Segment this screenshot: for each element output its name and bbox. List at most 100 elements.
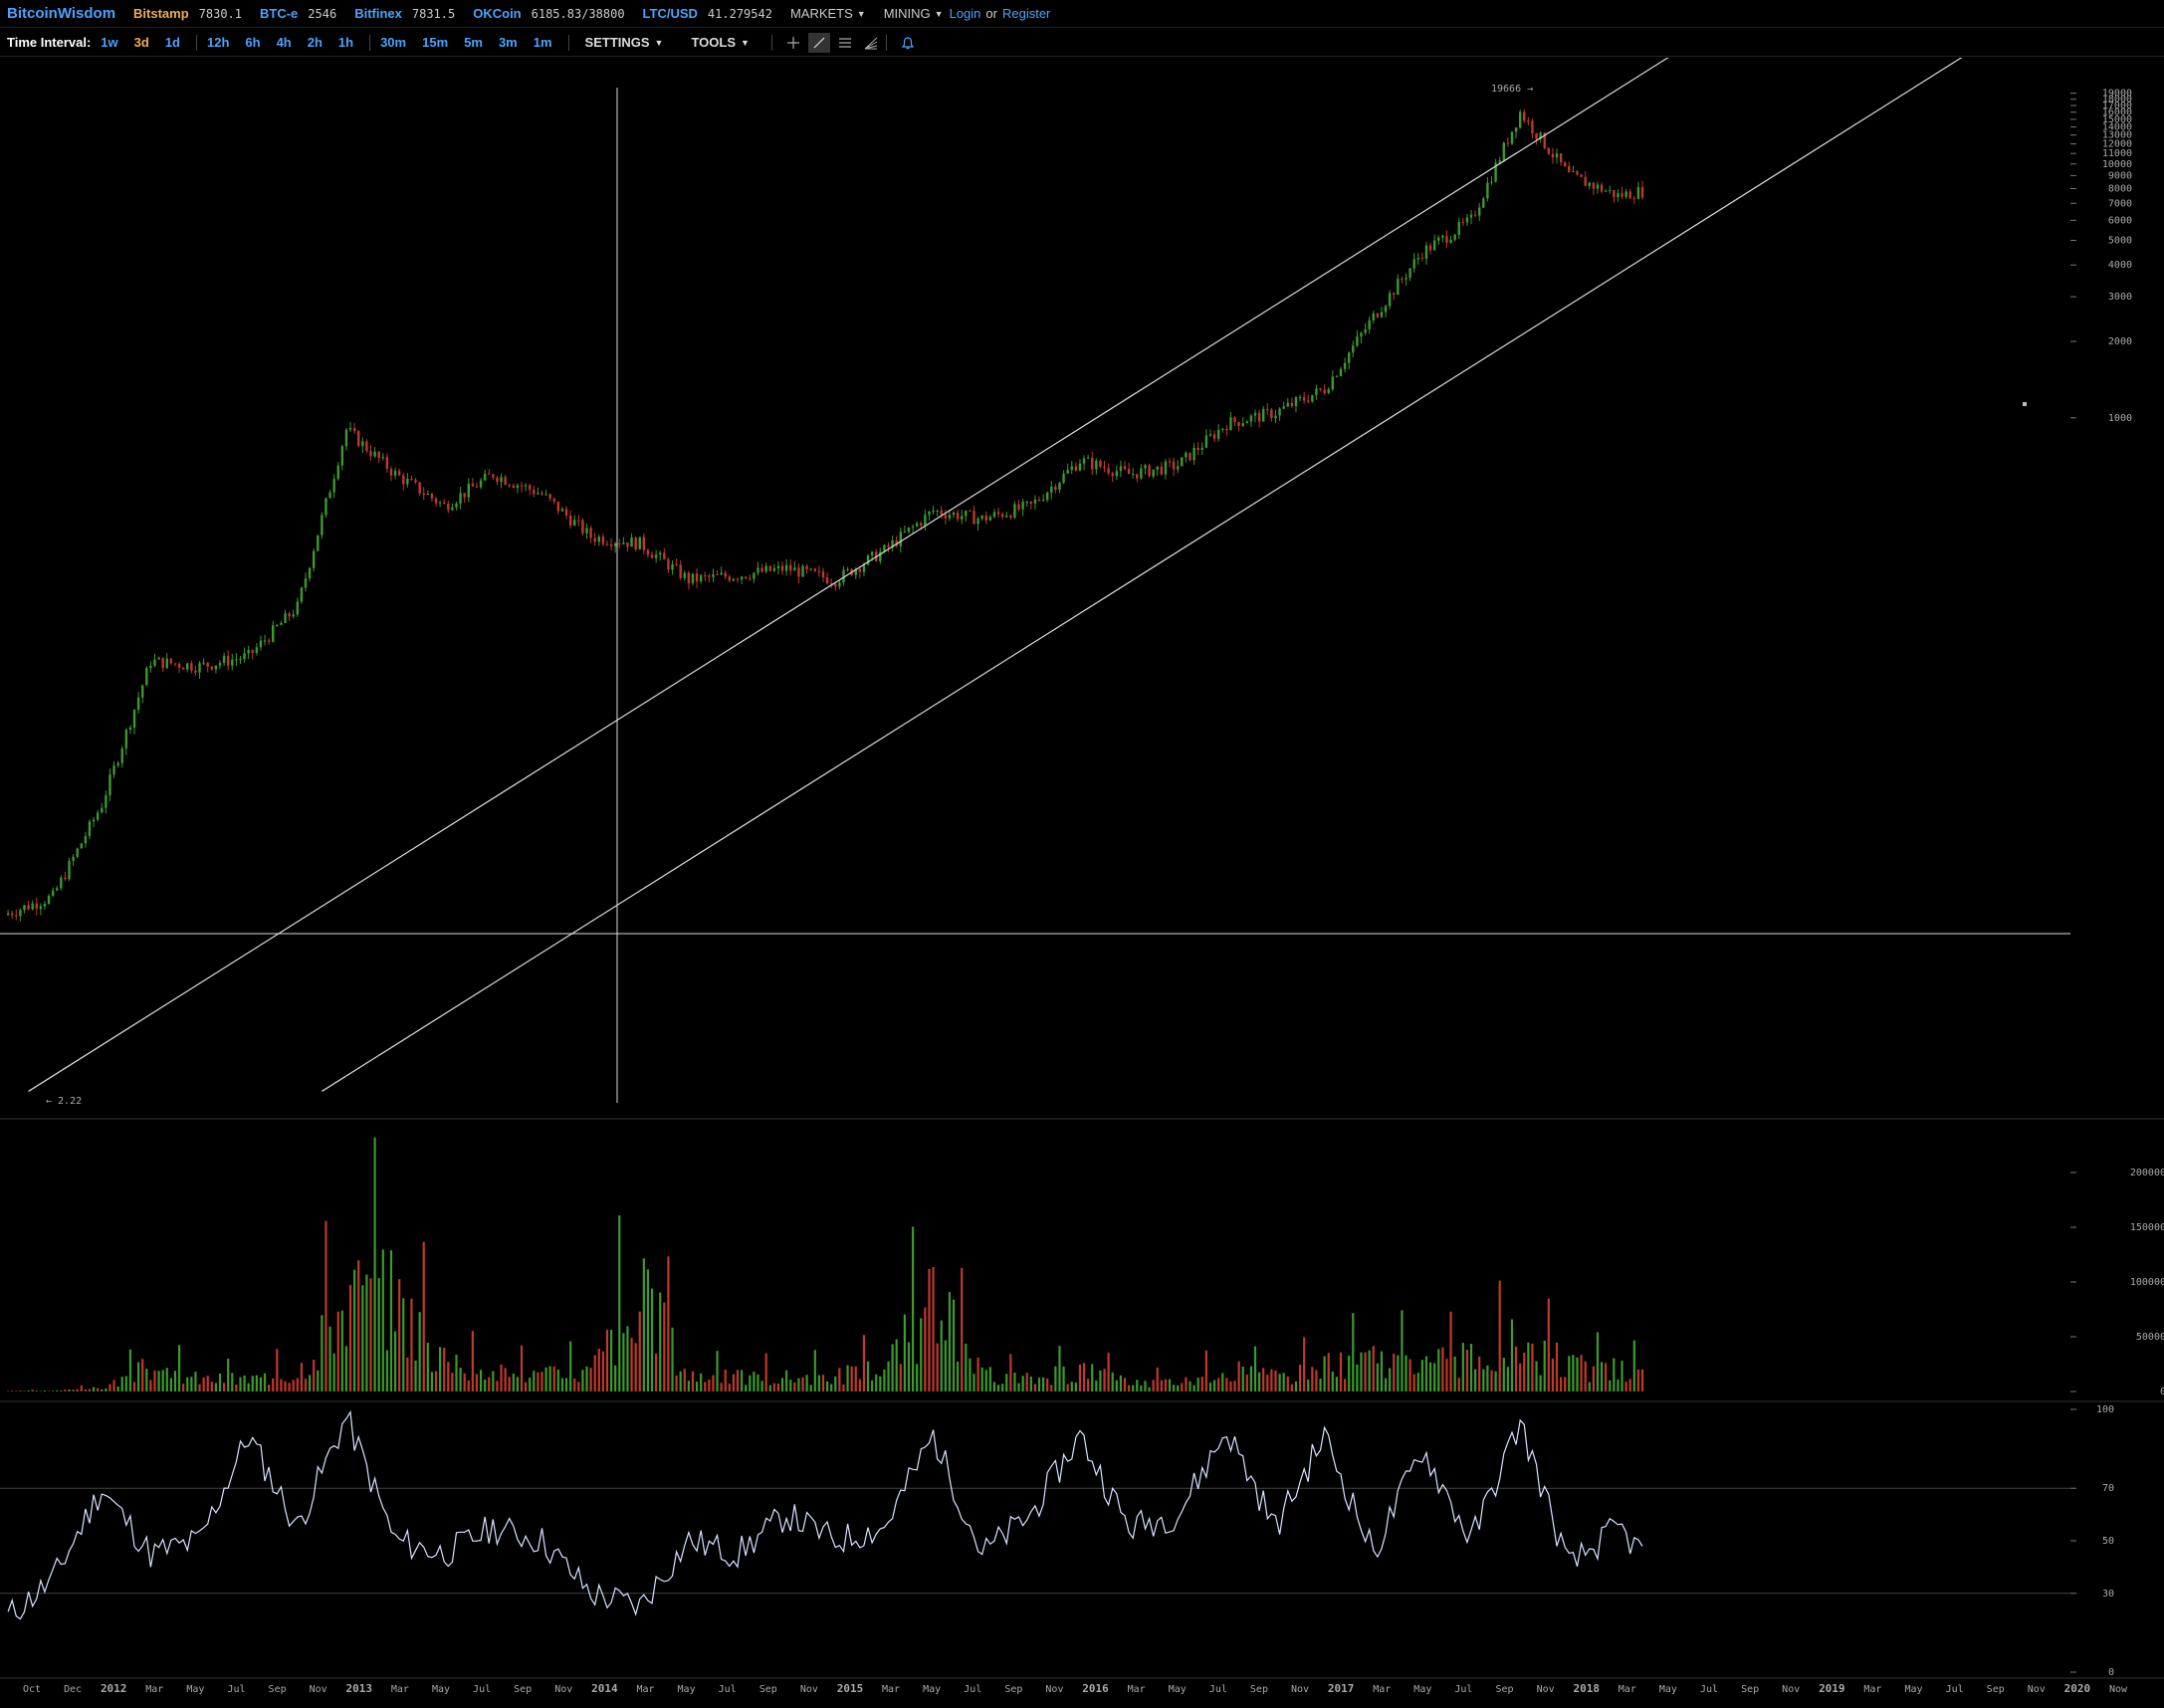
candle-body [255,647,259,653]
brand-logo[interactable]: BitcoinWisdom [7,5,116,22]
volume-bar [537,1372,540,1391]
time-tick-label: Jul [1454,1684,1472,1695]
tools-menu[interactable]: TOOLS ▼ [691,35,749,50]
interval-4h[interactable]: 4h [276,35,292,50]
volume-bar [116,1386,119,1391]
candle-body [528,485,532,490]
candle-body [1307,400,1310,402]
ticker-exchange[interactable]: OKCoin [473,6,522,21]
alert-bell-icon[interactable] [897,33,919,53]
interval-3d[interactable]: 3d [133,35,149,50]
high-price-label: 19666 → [1491,84,1533,95]
settings-menu[interactable]: SETTINGS ▼ [585,35,664,50]
ticker-exchange[interactable]: Bitfinex [354,6,402,21]
volume-bar [251,1376,254,1391]
candle-body [43,904,47,907]
volume-bar [328,1326,331,1391]
interval-1w[interactable]: 1w [101,35,118,50]
horizontal-lines-icon[interactable] [834,33,856,53]
interval-12h[interactable]: 12h [206,35,230,50]
volume-tick-label: 50000 [2136,1332,2164,1343]
candle-body [813,568,817,571]
candle-body [186,663,189,670]
ticker-bitstamp[interactable]: Bitstamp 7830.1 [133,6,242,21]
time-tick-label: May [1169,1684,1187,1695]
interval-1d[interactable]: 1d [164,35,180,50]
volume-bar [899,1364,902,1391]
ticker-exchange[interactable]: Bitstamp [133,6,189,21]
volume-bar [817,1375,821,1391]
volume-bar [56,1389,59,1391]
candle-body [564,509,568,516]
volume-bar [124,1376,127,1391]
volume-bar [1605,1363,1608,1391]
interval-3m[interactable]: 3m [498,35,518,50]
interval-1h[interactable]: 1h [337,35,354,50]
ticker-okcoin[interactable]: OKCoin 6185.83/38800 [473,6,624,21]
candle-body [1095,460,1098,470]
candle-body [105,795,108,808]
candle-body [1119,466,1123,472]
trendline-icon[interactable] [807,32,830,53]
candle-body [891,540,894,547]
volume-bar [1323,1356,1326,1391]
candle-body [459,493,462,504]
time-tick-label: Jul [1700,1684,1718,1695]
interval-15m[interactable]: 15m [422,35,449,50]
candle-body [1208,434,1212,436]
candle-body [80,843,83,849]
time-tick-label: Nov [1045,1684,1063,1695]
price-chart[interactable]: 0 50000 100000 150000 200000 0 30 50 70 100 1966… [0,58,2164,1708]
interval-5m[interactable]: 5m [464,35,483,50]
ticker-exchange[interactable]: LTC/USD [642,6,698,21]
mining-menu[interactable]: MINING ▼ [884,6,944,21]
candle-body [96,812,100,820]
volume-bar [84,1389,87,1391]
interval-1m[interactable]: 1m [533,35,552,50]
time-tick-label: Mar [391,1684,409,1695]
time-tick-label: May [432,1684,450,1695]
interval-30m[interactable]: 30m [380,35,407,50]
volume-bar [157,1371,160,1391]
volume-bar [161,1370,164,1391]
volume-bar [1564,1377,1567,1391]
volume-bar [1185,1377,1188,1391]
login-link[interactable]: Login [949,6,981,21]
candle-body [650,554,654,558]
candle-body [956,512,960,520]
crosshair-icon[interactable] [782,33,804,53]
volume-bar [369,1278,372,1391]
ticker-ltcusd[interactable]: LTC/USD 41.279542 [643,6,772,21]
volume-bar [1282,1373,1285,1391]
drawing-annotations[interactable]: 19666 → ← 2.22 [0,58,2070,1107]
candle-body [332,479,335,493]
price-tick-label: 10000 [2102,159,2132,170]
candle-body [1021,502,1024,510]
fib-fan-icon[interactable] [860,33,882,53]
candle-body [903,532,907,534]
volume-bar [128,1349,132,1391]
volume-bar [1123,1378,1127,1391]
markets-menu[interactable]: MARKETS ▼ [790,6,866,21]
volume-bar [1119,1375,1123,1391]
candle-body [1237,422,1240,427]
volume-bar [813,1350,816,1391]
candle-body [1498,160,1501,163]
candle-body [1596,184,1600,189]
caret-down-icon: ▼ [654,37,664,48]
interval-6h[interactable]: 6h [245,35,261,50]
volume-bar [434,1371,438,1391]
volume-bar [1241,1366,1244,1391]
price-tick-label: 19000 [2102,89,2132,100]
register-link[interactable]: Register [1001,6,1051,21]
ticker-btce[interactable]: BTC-e 2546 [260,6,336,21]
volume-bar [484,1379,487,1391]
ticker-bitfinex[interactable]: Bitfinex 7831.5 [354,6,455,21]
axis-marker [2023,402,2027,406]
interval-2h[interactable]: 2h [307,35,323,50]
volume-bar [675,1375,678,1391]
candle-body [1216,429,1220,439]
candle-body [1368,320,1371,329]
ticker-exchange[interactable]: BTC-e [260,6,299,21]
volume-bar [1225,1378,1228,1391]
